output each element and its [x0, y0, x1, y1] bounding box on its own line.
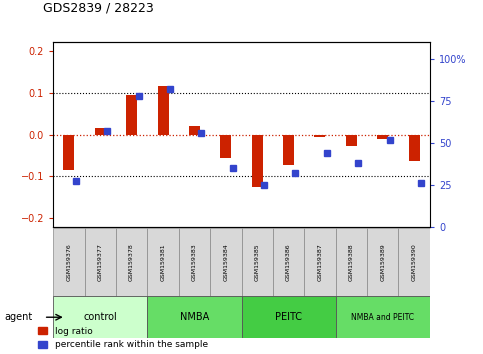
Bar: [377, 135, 388, 139]
Bar: [367, 228, 398, 296]
Text: control: control: [84, 312, 117, 322]
Text: GSM159378: GSM159378: [129, 244, 134, 281]
Text: GSM159389: GSM159389: [380, 244, 385, 281]
Bar: [346, 135, 357, 146]
Bar: [157, 86, 169, 135]
Text: GSM159388: GSM159388: [349, 244, 354, 281]
Text: GSM159381: GSM159381: [160, 244, 166, 281]
Bar: [95, 128, 106, 135]
Bar: [252, 135, 263, 187]
Bar: [220, 135, 231, 158]
Bar: [398, 228, 430, 296]
Bar: [242, 296, 336, 338]
Bar: [53, 228, 85, 296]
Text: agent: agent: [5, 312, 33, 322]
Bar: [189, 126, 200, 135]
Bar: [242, 228, 273, 296]
Bar: [409, 135, 420, 161]
Bar: [63, 135, 74, 170]
Bar: [179, 228, 210, 296]
Text: GSM159384: GSM159384: [223, 244, 228, 281]
Bar: [147, 296, 242, 338]
Text: GSM159377: GSM159377: [98, 244, 103, 281]
Text: GSM159386: GSM159386: [286, 244, 291, 281]
Text: GSM159383: GSM159383: [192, 244, 197, 281]
Bar: [53, 296, 147, 338]
Bar: [210, 228, 242, 296]
Bar: [314, 135, 326, 137]
Text: NMBA: NMBA: [180, 312, 209, 322]
Text: GSM159387: GSM159387: [317, 244, 323, 281]
Text: GDS2839 / 28223: GDS2839 / 28223: [43, 1, 154, 14]
Bar: [85, 228, 116, 296]
Legend: log ratio, percentile rank within the sample: log ratio, percentile rank within the sa…: [38, 327, 208, 349]
Text: NMBA and PEITC: NMBA and PEITC: [351, 313, 414, 322]
Bar: [116, 228, 147, 296]
Bar: [336, 228, 367, 296]
Bar: [273, 228, 304, 296]
Bar: [126, 95, 137, 135]
Bar: [336, 296, 430, 338]
Text: GSM159376: GSM159376: [66, 244, 71, 281]
Bar: [147, 228, 179, 296]
Text: GSM159390: GSM159390: [412, 244, 417, 281]
Bar: [304, 228, 336, 296]
Text: PEITC: PEITC: [275, 312, 302, 322]
Bar: [283, 135, 294, 165]
Text: GSM159385: GSM159385: [255, 244, 260, 281]
